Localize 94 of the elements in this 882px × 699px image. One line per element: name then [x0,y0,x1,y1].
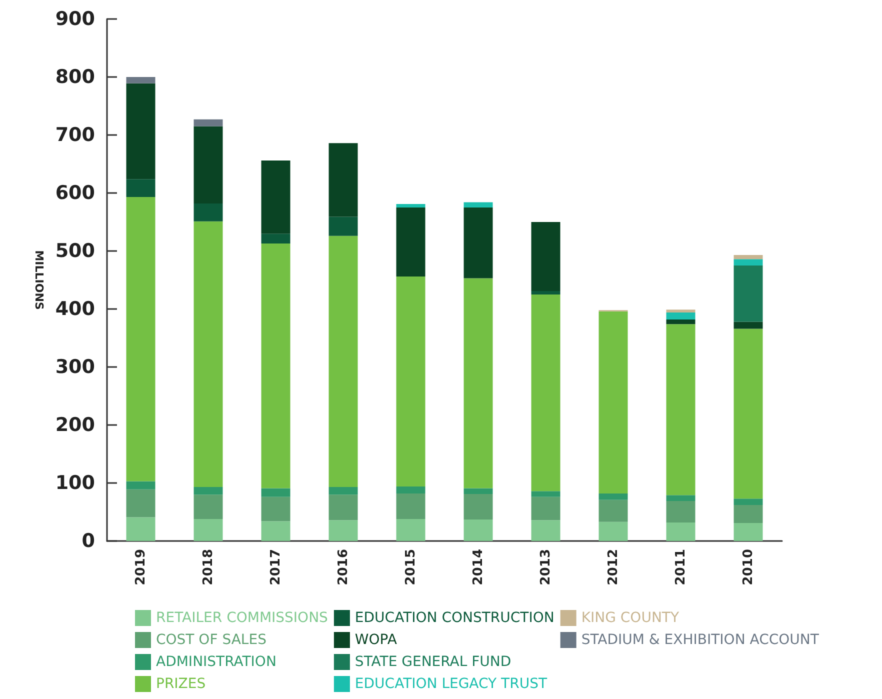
legend-label: RETAILER COMMISSIONS [156,610,328,626]
bar [261,243,290,488]
x-tick-label: 2012 [606,549,621,586]
bar [666,495,696,501]
legend-label: STATE GENERAL FUND [354,654,512,670]
y-tick-label: 100 [55,472,95,494]
bar [261,488,290,497]
bar [531,294,560,492]
bar [734,266,763,322]
x-tick-label: 2010 [740,549,756,586]
x-tick-label: 2015 [403,549,418,586]
bar [734,505,763,524]
bar [531,520,560,541]
bar [396,204,426,208]
bar [328,494,358,520]
x-tick-label: 2013 [538,549,554,586]
y-tick-label: 900 [55,8,95,30]
bar [531,222,560,292]
bar [531,291,560,294]
bar [666,324,696,496]
bar [126,83,156,180]
bar [531,496,560,520]
bar [194,518,223,541]
bar [126,517,156,541]
bar [126,197,156,482]
bar [396,486,426,494]
legend-label: STADIUM & EXHIBITION ACCOUNT [581,632,820,648]
bar [194,126,223,204]
bar [126,489,156,518]
x-tick-label: 2017 [268,549,284,586]
bar [666,522,696,541]
bar [464,202,493,208]
bar [328,143,358,217]
bar [734,322,763,329]
bar [598,500,628,522]
x-tick-label: 2018 [200,549,216,586]
bar [734,328,763,499]
bar [396,493,426,519]
bar [734,255,763,260]
bar [464,278,493,488]
bar [194,203,223,222]
bar [261,160,290,234]
bar [396,276,426,486]
y-axis-title: MILLIONS [32,250,46,310]
y-tick-label: 200 [55,414,95,436]
y-tick-label: 800 [55,66,95,88]
bar [194,487,223,495]
legend-label: WOPA [354,632,398,648]
x-tick-label: 2016 [336,549,351,586]
bar [328,520,358,541]
bar [666,310,696,312]
y-tick-label: 700 [55,124,95,146]
bar [666,319,696,324]
y-tick-label: 400 [55,298,95,320]
y-tick-label: 600 [55,182,95,204]
bar [126,481,156,490]
bar [531,491,560,497]
bar [734,259,763,266]
bar [464,208,493,278]
bar [598,493,628,500]
bar [126,179,156,198]
y-tick-label: 300 [55,356,95,378]
x-tick-label: 2011 [673,549,688,586]
bar [598,311,628,494]
bar [328,487,358,495]
bar [464,494,493,520]
bar [734,498,763,506]
bar [194,119,223,126]
bar [328,216,358,236]
bar [734,523,763,541]
bar [396,518,426,541]
bar [464,488,493,494]
bar [396,208,426,277]
legend-label: EDUCATION LEGACY TRUST [354,676,548,692]
legend-label: KING COUNTY [581,610,680,626]
bar [328,236,358,488]
bar [261,521,290,541]
bar [464,520,493,541]
bar [126,77,156,84]
y-tick-label: 500 [55,240,95,262]
legend-label: PRIZES [156,676,206,692]
legend-label: EDUCATION CONSTRUCTION [354,610,554,626]
legend-label: ADMINISTRATION [156,654,276,670]
bar [666,312,696,320]
y-tick-label: 0 [82,530,95,552]
bar [194,221,223,488]
legend-label: COST OF SALES [156,632,267,648]
bar [598,522,628,541]
x-tick-label: 2019 [133,549,148,586]
bar [666,500,696,522]
bar [194,494,223,519]
bar [261,234,290,244]
x-tick-label: 2014 [470,549,486,586]
bar [261,496,290,522]
